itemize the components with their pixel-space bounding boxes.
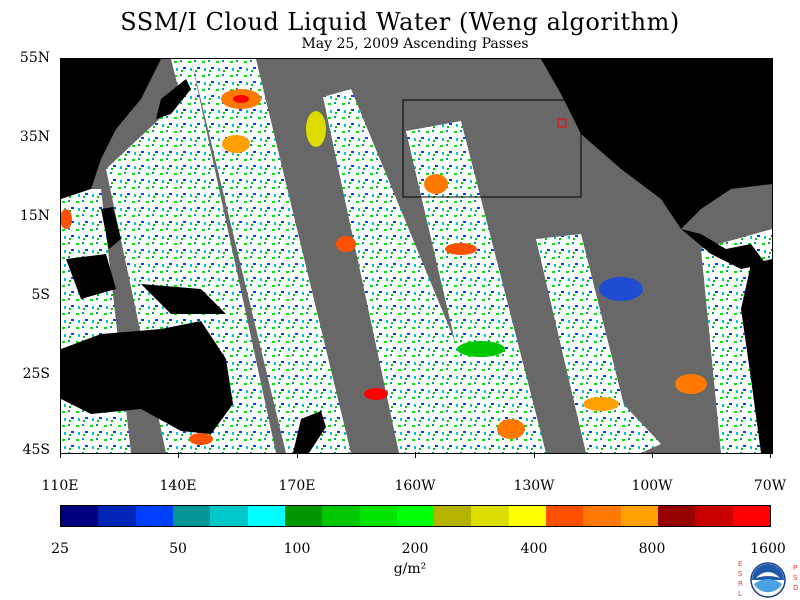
colorbar-segment (471, 506, 509, 526)
colorbar-segment (322, 506, 360, 526)
north-america (541, 59, 772, 229)
lon-label-130w: 130W (513, 478, 555, 494)
x-tick (297, 452, 298, 458)
australia (61, 321, 233, 434)
colorbar-segment (359, 506, 397, 526)
x-tick (770, 452, 771, 458)
colorbar-segment (284, 506, 323, 526)
colorbar-label: 400 (520, 541, 548, 557)
map-title: SSM/I Cloud Liquid Water (Weng algorithm… (120, 8, 680, 36)
svg-text:L: L (738, 590, 742, 598)
colorbar-label: 25 (51, 541, 69, 557)
philippines (101, 207, 121, 249)
lon-label-160w: 160W (394, 478, 436, 494)
svg-text:D: D (793, 584, 798, 592)
svg-text:R: R (738, 580, 743, 588)
south-america (741, 259, 772, 453)
central-america (681, 229, 766, 269)
colorbar-segment (546, 506, 584, 526)
map-panel (60, 58, 773, 454)
lon-label-70w: 70W (753, 478, 787, 494)
map-svg (61, 59, 772, 453)
location-marker (557, 118, 567, 128)
swath-4 (323, 89, 501, 453)
svg-text:P: P (793, 564, 797, 572)
colorbar-segment (695, 506, 733, 526)
lat-label-15n: 15N (19, 208, 50, 224)
colorbar-segment (620, 506, 658, 526)
lat-label-35n: 35N (19, 129, 50, 145)
colorbar-segment (172, 506, 211, 526)
colorbar-segment (135, 506, 173, 526)
swath-3 (191, 59, 351, 453)
new-zealand (293, 411, 326, 453)
lon-label-100w: 100W (631, 478, 673, 494)
asia-coast (61, 59, 161, 199)
colorbar (60, 505, 771, 527)
x-tick (60, 452, 61, 458)
colorbar-segment (396, 506, 435, 526)
x-tick (415, 452, 416, 458)
lat-label-45s: 45S (22, 442, 50, 458)
colorbar-segment (658, 506, 696, 526)
swath-8 (581, 359, 661, 453)
map-subtitle: May 25, 2009 Ascending Passes (301, 36, 529, 52)
x-tick (178, 452, 179, 458)
colorbar-label: 800 (638, 541, 666, 557)
lon-label-170e: 170E (278, 478, 316, 494)
new-guinea (141, 284, 226, 314)
svg-text:E: E (738, 560, 742, 568)
japan (156, 79, 191, 119)
colorbar-segment (434, 506, 472, 526)
lat-label-55n: 55N (19, 50, 50, 66)
colorbar-segment (98, 506, 136, 526)
colorbar-label: 1600 (750, 541, 786, 557)
region-box (402, 99, 582, 198)
x-tick (652, 452, 653, 458)
borneo (66, 254, 116, 299)
land-masses (61, 59, 772, 453)
svg-text:S: S (738, 570, 743, 578)
svg-text:S: S (793, 574, 798, 582)
lat-label-25s: 25S (22, 366, 50, 382)
colorbar-segment (732, 506, 770, 526)
colorbar-segment (210, 506, 248, 526)
colorbar-segment (508, 506, 547, 526)
lon-label-140e: 140E (159, 478, 197, 494)
colorbar-label: 100 (283, 541, 311, 557)
x-tick (534, 452, 535, 458)
swath-5 (406, 121, 546, 453)
colorbar-segment (583, 506, 621, 526)
cloud-highlights (61, 89, 707, 445)
colorbar-segment (247, 506, 285, 526)
lat-label-5s: 5S (31, 287, 51, 303)
colorbar-label: 50 (169, 541, 187, 557)
colorbar-segment (61, 506, 99, 526)
lon-label-110e: 110E (41, 478, 79, 494)
colorbar-units: g/m² (393, 561, 427, 577)
colorbar-label: 200 (401, 541, 429, 557)
